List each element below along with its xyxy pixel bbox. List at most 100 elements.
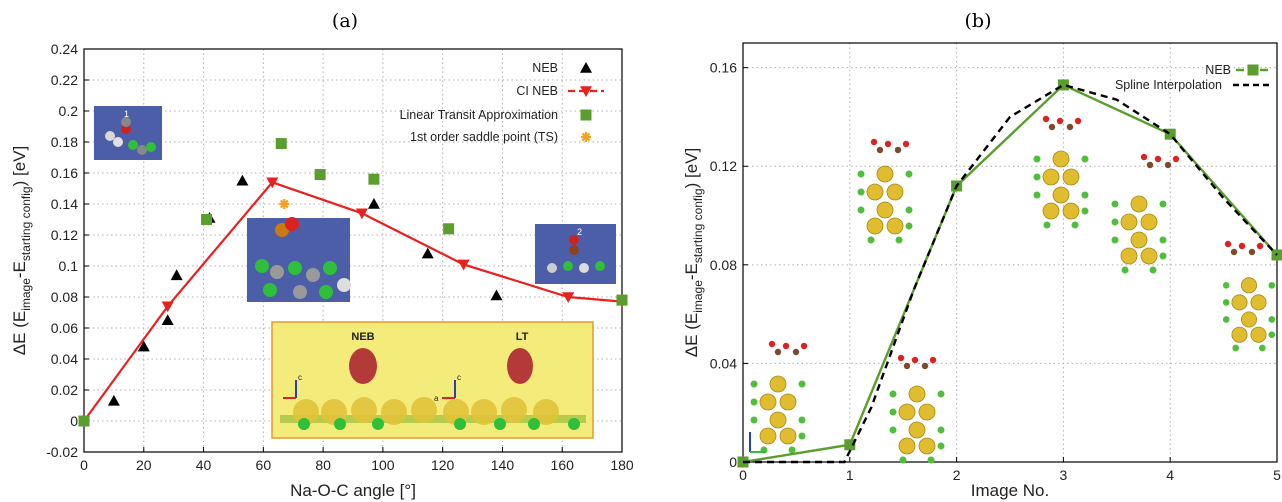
atom-icon: [351, 397, 377, 423]
y-tick-label: 0.24: [51, 41, 78, 57]
y-tick-label: 0.04: [51, 351, 78, 367]
atom-icon: [121, 117, 131, 127]
legend-marker: [1247, 64, 1259, 76]
atom-icon: [1268, 331, 1276, 339]
atom-icon: [1081, 191, 1089, 199]
atom-icon: [1111, 236, 1119, 244]
atom-icon: [337, 278, 351, 292]
atom-icon: [905, 222, 913, 230]
atom-icon: [454, 418, 466, 430]
atom-icon: [1042, 202, 1060, 220]
atom-icon: [1121, 266, 1129, 274]
atom-icon: [1033, 155, 1041, 163]
atom-icon: [918, 437, 936, 455]
inset-lt-label: LT: [516, 331, 529, 343]
atom-icon: [876, 165, 894, 183]
legend-label: NEB: [532, 61, 558, 75]
data-point: [137, 340, 150, 352]
series-spline-interpolation: [743, 83, 1278, 464]
y-tick-label: 0.14: [51, 196, 78, 212]
x-tick-label: 20: [136, 457, 152, 473]
atom-icon: [889, 390, 897, 398]
atom-icon: [908, 385, 926, 403]
crystal-structure-icon: [750, 375, 806, 454]
atom-icon: [569, 245, 579, 255]
molecule-atom-icon: [921, 362, 929, 370]
molecule-atom-icon: [1164, 161, 1172, 169]
atom-icon: [595, 261, 605, 271]
atom-icon: [889, 426, 897, 434]
atom-icon: [1250, 326, 1267, 343]
atom-icon: [759, 393, 777, 411]
atom-icon: [1081, 155, 1089, 163]
atom-icon: [867, 236, 875, 244]
data-point: [355, 208, 368, 220]
atom-icon: [501, 397, 527, 423]
atom-icon: [876, 201, 894, 219]
atom-icon: [285, 217, 299, 231]
atom-icon: [937, 390, 945, 398]
atom-icon: [1268, 281, 1276, 289]
atom-icon: [1140, 213, 1158, 231]
legend-label: 1st order saddle point (TS): [410, 130, 558, 144]
data-point: [201, 214, 213, 225]
atom-icon: [1111, 200, 1119, 208]
atom-icon: [1052, 150, 1070, 168]
chart-a: 0 20 40 60 80 100 120 140 160 180-0.0200.020.040.…: [10, 41, 634, 500]
atom-icon: [288, 261, 302, 275]
series-1st-order-saddle-point-ts-: [279, 199, 290, 209]
molecule-atom-icon: [1238, 242, 1246, 250]
y-tick-label: 0: [70, 413, 78, 429]
x-axis-label: Na-O-C angle [°]: [290, 481, 416, 500]
legend-label: Linear Transit Approximation: [400, 108, 558, 122]
inset-neb-label: NEB: [351, 331, 374, 343]
data-point: [1164, 128, 1176, 140]
axis-c-label: c: [457, 373, 461, 382]
atom-icon: [319, 285, 333, 299]
atom-icon: [798, 380, 806, 388]
atom-icon: [750, 380, 758, 388]
series-neb: [737, 79, 1282, 468]
atom-icon: [1033, 173, 1041, 181]
atom-icon: [886, 217, 904, 235]
molecule-atom-icon: [1224, 240, 1232, 248]
atom-icon: [1062, 202, 1080, 220]
molecule-atom-icon: [897, 354, 905, 362]
atom-icon: [857, 170, 865, 178]
molecule-atom-icon: [782, 342, 790, 350]
crystal-structure-icon: [1033, 150, 1089, 229]
atom-icon: [898, 403, 916, 421]
atom-icon: [857, 188, 865, 196]
atom-icon: [899, 456, 907, 464]
data-point: [279, 199, 290, 209]
atom-icon: [905, 170, 913, 178]
molecule-atom-icon: [1140, 153, 1148, 161]
atom-icon: [579, 263, 589, 273]
series-line: [743, 83, 1278, 464]
atom-icon: [927, 456, 935, 464]
y-tick-label: 0.02: [51, 382, 78, 398]
atom-icon: [381, 399, 407, 425]
atom-icon: [1071, 221, 1079, 229]
atom-icon: [898, 437, 916, 455]
legend: NEB CI NEB Linear Transit Approximation 1st…: [400, 61, 604, 144]
data-point: [844, 439, 856, 451]
atom-icon: [779, 393, 797, 411]
atom-icon: [105, 131, 115, 141]
atom-icon: [146, 142, 156, 152]
atom-icon: [779, 427, 797, 445]
molecule-atom-icon: [884, 140, 892, 148]
x-tick-label: 40: [196, 457, 212, 473]
molecule-atom-icon: [1048, 123, 1056, 131]
data-point: [266, 177, 279, 189]
y-axis-label-part: ) [eV]: [682, 148, 701, 189]
y-tick-label: 0.16: [51, 165, 78, 181]
y-axis-label: ΔE (Eimage-Estarting config) [eV]: [682, 148, 705, 357]
inset-2-label: 2: [577, 227, 582, 237]
atom-icon: [1222, 316, 1230, 323]
plot-frame: [83, 48, 623, 453]
atom-icon: [1120, 213, 1138, 231]
atom-icon: [1231, 326, 1248, 343]
